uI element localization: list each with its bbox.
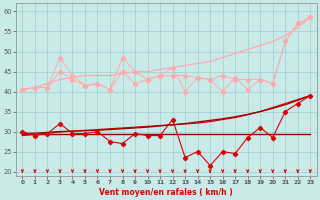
X-axis label: Vent moyen/en rafales ( km/h ): Vent moyen/en rafales ( km/h ) [100,188,233,197]
